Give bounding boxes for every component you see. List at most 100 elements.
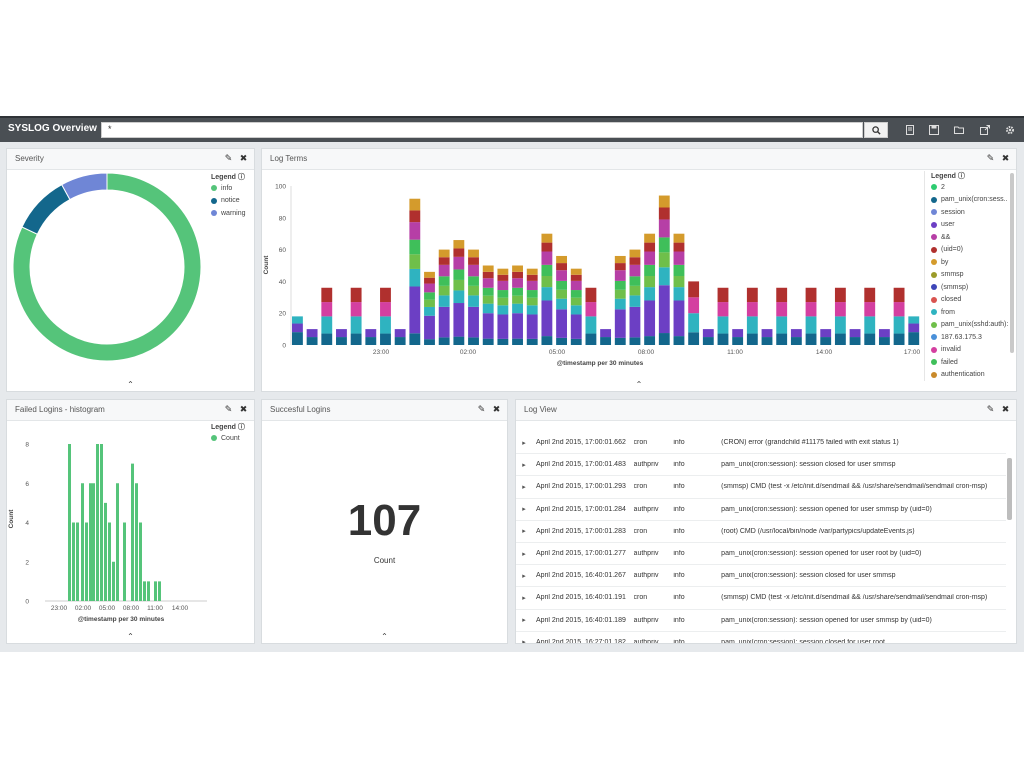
share-icon[interactable]: [980, 125, 990, 135]
failed-logins-bar[interactable]: [135, 483, 138, 601]
log-terms-bar-segment[interactable]: [438, 295, 450, 307]
log-terms-legend-item[interactable]: 187.63.175.3: [931, 331, 1008, 344]
expand-arrow-icon[interactable]: ▸: [522, 461, 526, 469]
log-terms-bar-segment[interactable]: [453, 240, 465, 249]
log-terms-bar-segment[interactable]: [556, 270, 567, 281]
log-terms-bar-segment[interactable]: [776, 333, 788, 345]
failed-logins-bar[interactable]: [85, 522, 88, 602]
log-terms-bar-segment[interactable]: [761, 337, 773, 345]
log-terms-bar-segment[interactable]: [482, 295, 494, 304]
log-terms-bar-segment[interactable]: [570, 305, 582, 315]
log-terms-bar-segment[interactable]: [409, 286, 421, 334]
expand-arrow-icon[interactable]: ▸: [522, 528, 526, 536]
log-terms-bar-segment[interactable]: [658, 195, 670, 208]
log-terms-bar-segment[interactable]: [834, 316, 846, 334]
log-terms-bar-segment[interactable]: [790, 329, 802, 338]
edit-icon[interactable]: ✎: [986, 152, 995, 163]
log-terms-bar-segment[interactable]: [482, 271, 494, 279]
log-terms-bar-segment[interactable]: [585, 333, 597, 345]
search-button[interactable]: [864, 122, 888, 138]
close-icon[interactable]: ✖: [1001, 403, 1010, 414]
log-terms-bar-segment[interactable]: [453, 290, 465, 304]
legend-scrollbar[interactable]: [1010, 173, 1014, 353]
expand-arrow-icon[interactable]: ▸: [522, 483, 526, 491]
log-terms-bar-segment[interactable]: [717, 316, 729, 334]
log-terms-bar-segment[interactable]: [644, 287, 656, 301]
log-terms-bar-segment[interactable]: [585, 316, 597, 334]
log-terms-bar-segment[interactable]: [468, 285, 479, 296]
log-terms-bar-segment[interactable]: [424, 299, 435, 307]
log-terms-bar-segment[interactable]: [629, 264, 641, 277]
log-row[interactable]: ▸ April 2nd 2015, 17:00:01.483 authpriv inf…: [516, 454, 1006, 477]
log-terms-bar-segment[interactable]: [585, 302, 597, 317]
log-terms-bar-segment[interactable]: [497, 338, 509, 345]
collapse-toggle[interactable]: ⌃: [627, 380, 651, 389]
failed-logins-bar[interactable]: [96, 444, 99, 601]
log-terms-bar-segment[interactable]: [629, 295, 641, 307]
log-terms-bar-segment[interactable]: [497, 274, 509, 281]
log-terms-bar-segment[interactable]: [526, 280, 538, 291]
log-terms-bar-segment[interactable]: [409, 222, 421, 240]
log-terms-bar-segment[interactable]: [746, 287, 758, 303]
log-terms-bar-segment[interactable]: [570, 274, 582, 281]
failed-logins-bar[interactable]: [143, 581, 146, 601]
log-terms-bar-segment[interactable]: [512, 278, 523, 288]
log-terms-bar-segment[interactable]: [893, 287, 905, 303]
log-terms-bar-segment[interactable]: [453, 303, 465, 337]
log-terms-legend-item[interactable]: closed: [931, 294, 1008, 307]
log-row[interactable]: ▸ April 2nd 2015, 17:00:01.283 cron info (ro…: [516, 521, 1006, 543]
log-terms-bar-segment[interactable]: [482, 303, 494, 314]
log-terms-bar-segment[interactable]: [541, 300, 553, 337]
log-terms-bar-segment[interactable]: [512, 295, 523, 304]
donut-slice-warning[interactable]: [61, 172, 108, 201]
log-terms-bar-segment[interactable]: [526, 274, 538, 281]
log-terms-bar-segment[interactable]: [805, 316, 817, 334]
log-terms-bar-segment[interactable]: [570, 338, 582, 345]
log-terms-bar-segment[interactable]: [541, 287, 553, 301]
failed-logins-bar[interactable]: [76, 522, 79, 602]
expand-arrow-icon[interactable]: ▸: [522, 639, 526, 643]
log-terms-bar-segment[interactable]: [629, 257, 641, 265]
log-terms-bar-segment[interactable]: [424, 271, 435, 278]
log-terms-bar-segment[interactable]: [746, 316, 758, 334]
log-terms-bar-segment[interactable]: [746, 333, 758, 345]
log-row[interactable]: ▸ April 2nd 2015, 16:40:01.189 authpriv inf…: [516, 610, 1006, 632]
log-terms-bar-segment[interactable]: [688, 281, 700, 298]
close-icon[interactable]: ✖: [1001, 152, 1010, 163]
log-terms-bar-segment[interactable]: [526, 338, 538, 345]
log-terms-bar-segment[interactable]: [614, 280, 626, 290]
log-terms-bar-segment[interactable]: [732, 337, 744, 345]
log-terms-bar-segment[interactable]: [512, 303, 523, 314]
log-terms-bar-segment[interactable]: [673, 233, 685, 243]
edit-icon[interactable]: ✎: [477, 403, 486, 414]
log-terms-bar-segment[interactable]: [306, 337, 318, 345]
log-terms-bar-segment[interactable]: [834, 302, 846, 317]
log-terms-bar-segment[interactable]: [453, 248, 465, 257]
log-terms-bar-segment[interactable]: [908, 323, 920, 333]
log-terms-bar-segment[interactable]: [658, 207, 670, 220]
log-terms-bar-segment[interactable]: [717, 333, 729, 345]
failed-logins-bar[interactable]: [123, 522, 126, 602]
log-terms-bar-segment[interactable]: [409, 268, 421, 287]
log-terms-bar-segment[interactable]: [658, 219, 670, 238]
log-terms-bar-segment[interactable]: [482, 287, 494, 296]
log-terms-bar-segment[interactable]: [541, 275, 553, 288]
log-terms-legend-item[interactable]: failed: [931, 356, 1008, 369]
log-terms-bar-segment[interactable]: [893, 333, 905, 345]
log-terms-bar-segment[interactable]: [820, 329, 832, 338]
log-terms-bar-segment[interactable]: [541, 251, 553, 265]
log-terms-bar-segment[interactable]: [673, 336, 685, 345]
log-terms-bar-segment[interactable]: [380, 333, 391, 345]
log-terms-bar-segment[interactable]: [541, 233, 553, 243]
log-terms-bar-segment[interactable]: [424, 292, 435, 300]
log-terms-bar-segment[interactable]: [292, 316, 303, 324]
failed-logins-bar[interactable]: [112, 561, 115, 601]
log-terms-bar-segment[interactable]: [849, 329, 861, 338]
log-terms-bar-segment[interactable]: [321, 287, 333, 303]
log-terms-legend-item[interactable]: &&: [931, 231, 1008, 244]
failed-logins-bar[interactable]: [158, 581, 161, 601]
close-icon[interactable]: ✖: [239, 152, 248, 163]
log-terms-bar-segment[interactable]: [468, 257, 479, 265]
log-terms-bar-segment[interactable]: [424, 283, 435, 293]
log-terms-bar-segment[interactable]: [805, 287, 817, 303]
